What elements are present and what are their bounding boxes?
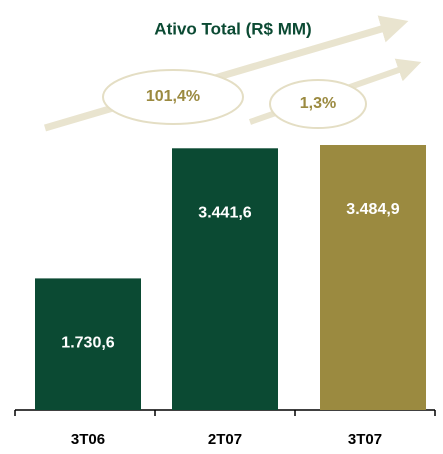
x-tick-label: 3T06	[71, 431, 105, 448]
value-label: 3.441,6	[198, 205, 251, 222]
x-tick-label: 2T07	[208, 431, 242, 448]
bar	[172, 148, 278, 410]
annotation: 1,3%	[300, 95, 336, 112]
bar	[35, 278, 141, 410]
bar	[320, 145, 426, 410]
value-label: 1.730,6	[61, 335, 114, 352]
chart-title: Ativo Total (R$ MM)	[154, 19, 311, 38]
value-label: 3.484,9	[346, 201, 399, 218]
annotation-bubble	[269, 79, 367, 129]
x-tick-label: 3T07	[348, 431, 382, 448]
annotation: 101,4%	[146, 88, 200, 105]
annotation-bubble	[102, 69, 244, 125]
